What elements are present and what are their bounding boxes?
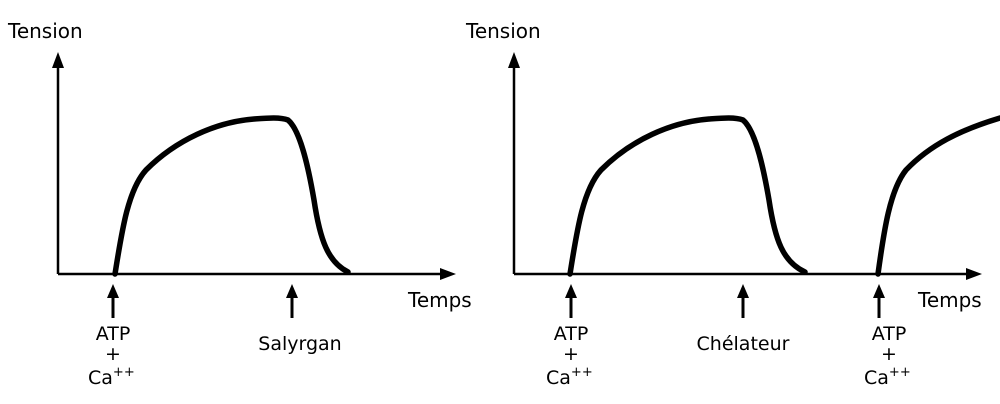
marker-label-plus: + [881,343,897,365]
ca-base: Ca [88,367,113,389]
marker-label-chelateur: Chélateur [697,333,790,355]
marker-label-salyrgan: Salyrgan [258,333,341,355]
ca-base: Ca [864,367,889,389]
ca-superscript: ++ [571,365,593,380]
marker-arrow-atp-ca-2 [873,284,885,318]
tension-curve-1 [567,115,808,277]
x-axis-label: Temps [407,288,472,312]
marker-arrow-salyrgan [286,284,298,318]
ca-superscript: ++ [889,365,911,380]
x-axis-arrowhead [966,268,982,280]
ca-superscript: ++ [113,365,135,380]
y-axis-label: Tension [7,19,83,43]
y-axis-label: Tension [465,19,541,43]
y-axis-arrowhead [52,52,64,68]
marker-arrow-chelateur [737,284,749,318]
marker-arrow-atp-ca-1 [565,284,577,318]
marker-label-ca: Ca++ [546,365,593,389]
panel-2: Tension Temps ATP + Ca++ Chélateur ATP +… [465,19,1000,389]
y-axis-arrowhead [508,52,520,68]
ca-base: Ca [546,367,571,389]
marker-label-ca: Ca++ [864,365,911,389]
tension-curve-2 [875,115,1000,277]
marker-label-atp: ATP [96,323,131,345]
x-axis-label: Temps [917,288,982,312]
marker-label-plus: + [105,343,121,365]
marker-arrow-atp-ca [107,284,119,318]
marker-label-atp: ATP [872,323,907,345]
tension-curve [112,115,351,277]
marker-label-plus: + [563,343,579,365]
marker-label-ca: Ca++ [88,365,135,389]
x-axis-arrowhead [440,268,456,280]
marker-label-atp: ATP [554,323,589,345]
panel-1: Tension Temps ATP + Ca++ Salyrgan [7,19,472,389]
